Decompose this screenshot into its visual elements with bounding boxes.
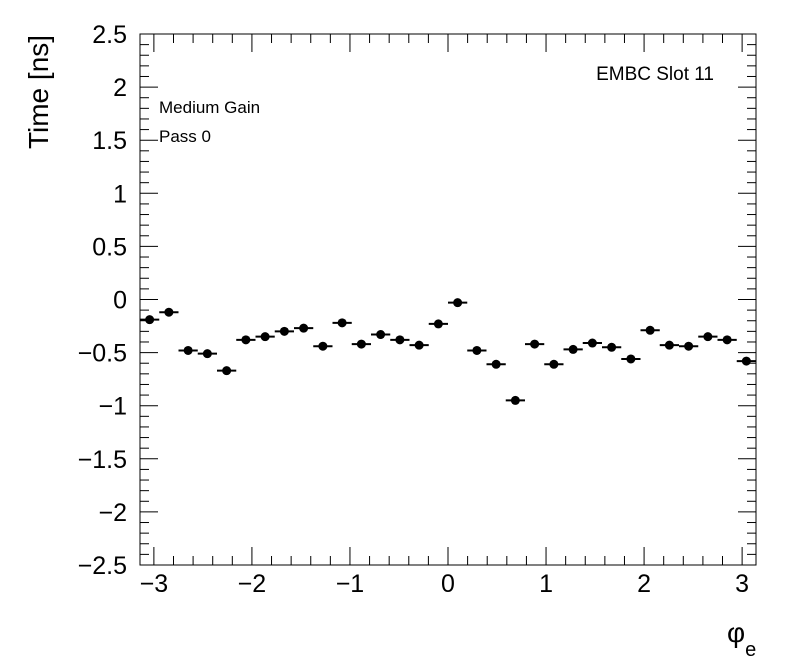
data-point (467, 345, 487, 355)
x-axis-title-sub: e (745, 639, 756, 661)
data-point (294, 323, 314, 333)
data-point (544, 359, 564, 369)
data-point (621, 354, 641, 364)
marker (376, 330, 386, 340)
data-point (178, 345, 198, 355)
data-point (197, 349, 217, 359)
marker (741, 356, 751, 366)
data-point (371, 330, 391, 340)
data-point (409, 340, 429, 350)
data-point (736, 356, 756, 366)
y-tick-label: −0.5 (78, 340, 127, 368)
data-point (717, 335, 737, 345)
data-point (159, 307, 179, 317)
x-axis-title: φe (727, 617, 756, 661)
data-point (428, 319, 448, 329)
data-point (332, 318, 352, 328)
marker (433, 319, 443, 329)
data-point (486, 359, 506, 369)
marker (260, 332, 270, 342)
data-point (563, 344, 583, 354)
y-tick-label: 1.5 (92, 127, 127, 155)
data-point (390, 335, 410, 345)
x-tick-label: 1 (539, 570, 553, 598)
data-point (659, 340, 679, 350)
marker (453, 298, 463, 308)
y-tick-label: 0.5 (92, 233, 127, 261)
data-point (255, 332, 275, 342)
marker (356, 339, 366, 349)
marker (395, 335, 405, 345)
y-tick-label: −1 (98, 393, 127, 421)
data-point (351, 339, 371, 349)
ticks (140, 33, 756, 566)
marker (299, 323, 309, 333)
marker (222, 366, 232, 376)
marker (722, 335, 732, 345)
data-point (140, 315, 160, 325)
annotation-gain: Medium Gain (159, 98, 260, 117)
annotation-top-right: EMBC Slot 11 (596, 64, 714, 85)
x-tick-label: −2 (238, 570, 267, 598)
x-tick-label: −1 (336, 570, 365, 598)
y-tick-label: 1 (113, 180, 127, 208)
marker (664, 340, 674, 350)
y-tick-label: 0 (113, 287, 127, 315)
data-point (448, 298, 468, 308)
data-point (313, 341, 333, 351)
x-tick-label: −3 (140, 570, 169, 598)
x-tick-label: 3 (735, 570, 749, 598)
marker (202, 349, 212, 359)
data-points (140, 298, 756, 405)
data-point (698, 332, 718, 342)
data-point (582, 338, 602, 348)
y-axis-title: Time [ns] (23, 35, 54, 149)
x-tick-label: 2 (637, 570, 651, 598)
marker (491, 359, 501, 369)
marker (414, 340, 424, 350)
marker (279, 326, 289, 336)
y-tick-label: −2.5 (78, 552, 127, 580)
marker (530, 339, 540, 349)
data-point (602, 342, 622, 352)
marker (587, 338, 597, 348)
tick-labels: −3 −2 −1 0 1 2 3 −2.5 −2 −1.5 −1 −0.5 0 0.5 1 1.5 2 2.5 (78, 21, 749, 598)
y-tick-label: 2 (113, 74, 127, 102)
marker (568, 344, 578, 354)
marker (241, 335, 251, 345)
data-point (525, 339, 545, 349)
marker (607, 342, 617, 352)
data-point (640, 325, 660, 335)
x-axis-title-main: φ (727, 617, 745, 648)
marker (145, 315, 155, 325)
marker (645, 325, 655, 335)
marker (703, 332, 713, 342)
data-point (505, 395, 525, 405)
marker (549, 359, 559, 369)
marker (183, 345, 193, 355)
data-point (274, 326, 294, 336)
y-tick-label: −1.5 (78, 446, 127, 474)
marker (318, 341, 328, 351)
data-point (217, 366, 237, 376)
marker (626, 354, 636, 364)
marker (684, 341, 694, 351)
y-tick-label: −2 (98, 499, 127, 527)
marker (472, 345, 482, 355)
data-point (236, 335, 256, 345)
data-point (679, 341, 699, 351)
marker (164, 307, 174, 317)
annotation-pass: Pass 0 (159, 127, 211, 146)
y-tick-label: 2.5 (92, 21, 127, 49)
marker (510, 395, 520, 405)
x-tick-label: 0 (441, 570, 455, 598)
marker (337, 318, 347, 328)
